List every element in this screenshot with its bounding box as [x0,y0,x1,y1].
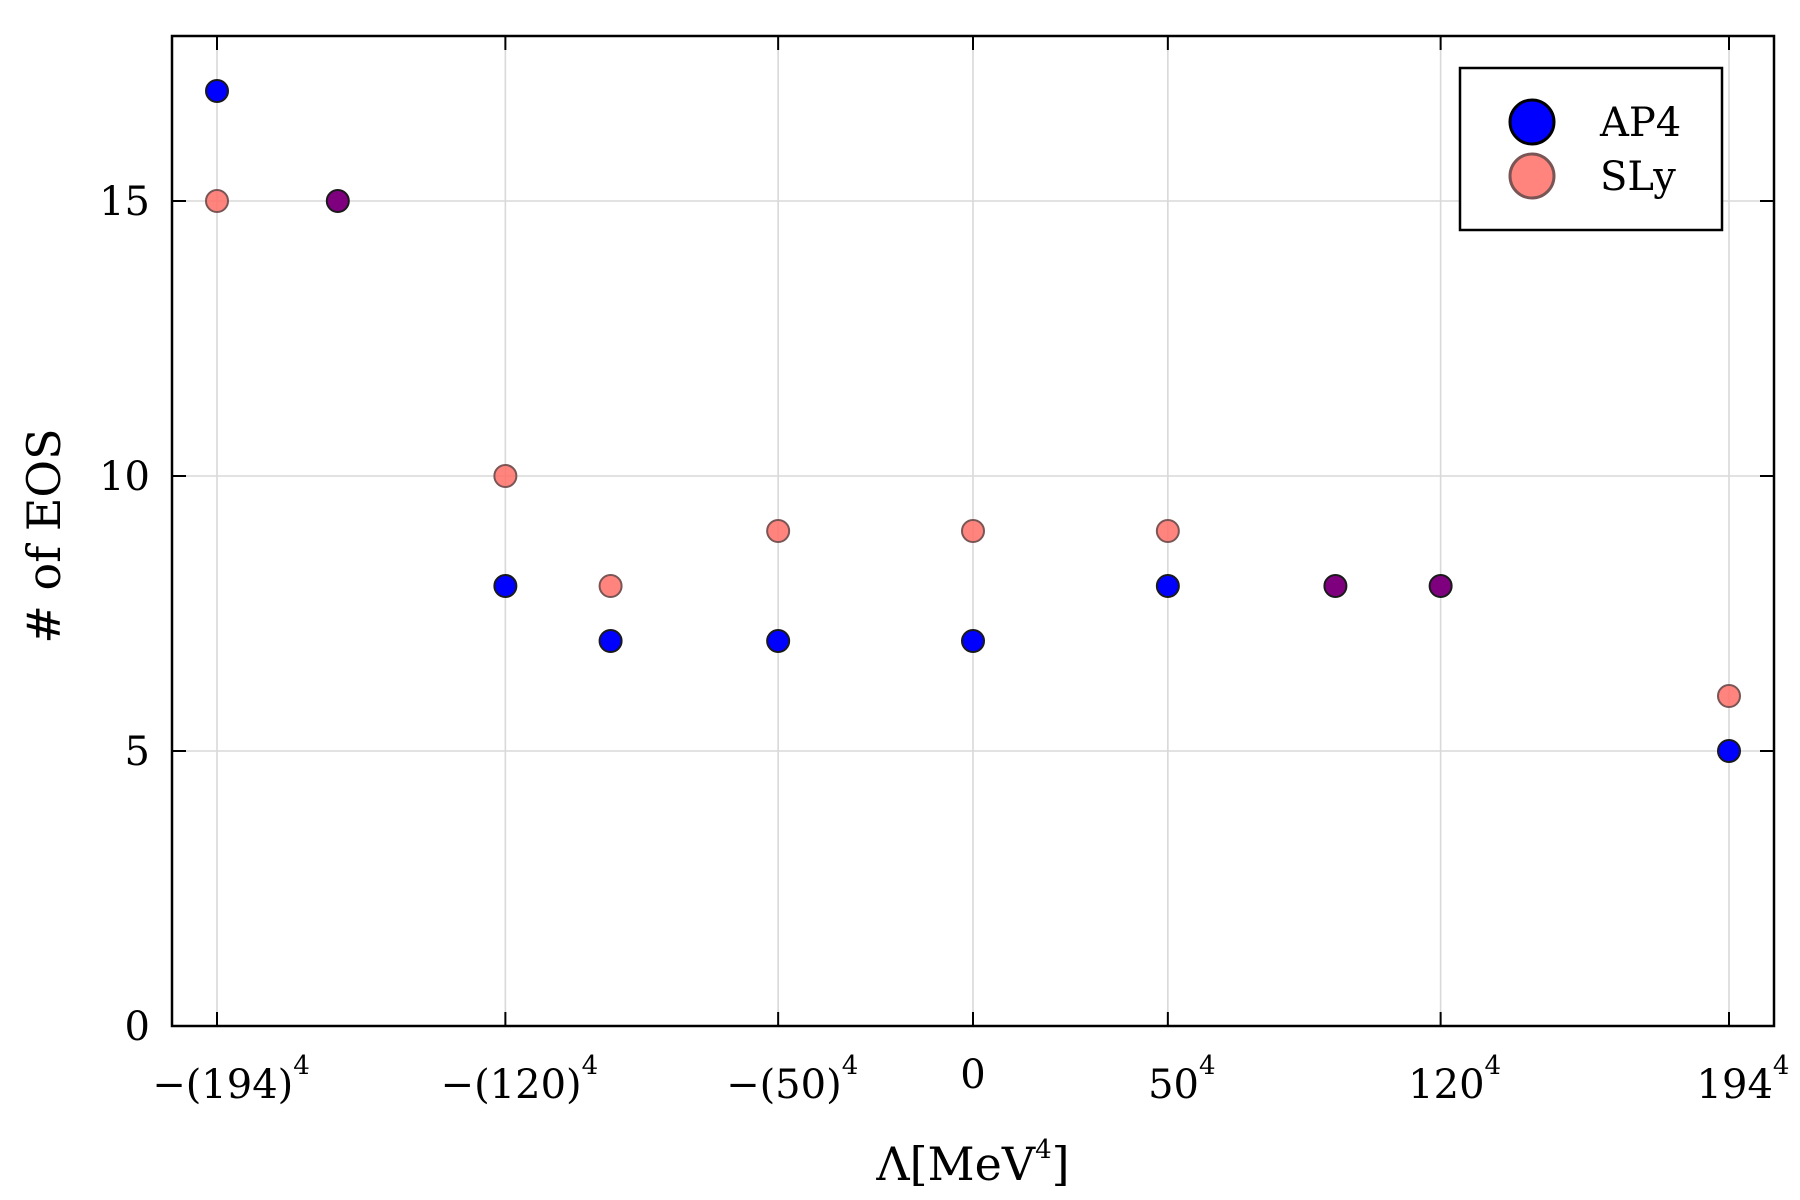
y-tick-label: 0 [125,1004,150,1050]
x-axis-title: Λ[MeV4] [875,1135,1069,1191]
x-tick-label-exponent: 4 [293,1051,310,1081]
x-tick-label: −(50)4 [726,1051,858,1108]
legend-label-sly: SLy [1600,154,1676,200]
sly-point [205,189,229,213]
legend-label-ap4: AP4 [1599,100,1681,146]
sly-point [766,519,791,543]
legend-marker-ap4 [1508,98,1556,146]
x-tick-label-exponent: 4 [1485,1051,1502,1081]
x-tick-label: −(194)4 [152,1051,310,1108]
legend-box [1458,66,1724,232]
overlap-point [1428,574,1453,598]
ap4-point [493,574,518,598]
y-tick-label: 5 [125,729,150,775]
x-tick-label-base: 194 [1697,1062,1773,1108]
x-axis-title-close: ] [1052,1137,1070,1191]
overlap-point [325,189,350,213]
legend: AP4 SLy [1458,66,1724,232]
x-tick-label: 1204 [1408,1051,1501,1108]
x-tick-label-base: 0 [960,1052,985,1098]
x-tick-label-base: 50 [1148,1062,1199,1108]
x-tick-label: −(120)4 [441,1051,599,1108]
x-tick-label-base: 120 [1408,1062,1484,1108]
sly-point [1717,684,1741,708]
x-tick-label-exponent: 4 [1773,1051,1790,1081]
x-tick-label: 0 [960,1052,985,1098]
x-tick-label: 1944 [1697,1051,1790,1108]
ap4-point [766,629,791,653]
ap4-point [598,629,623,653]
x-tick-label: 504 [1148,1051,1215,1108]
y-tick-label: 15 [99,179,150,225]
ap4-point [961,629,985,653]
x-tick-label-exponent: 4 [582,1051,599,1081]
x-tick-label-base: −(194) [152,1062,293,1108]
sly-point [598,574,623,598]
x-tick-label-exponent: 4 [842,1051,859,1081]
sly-point [961,519,985,543]
ap4-point [1155,574,1180,598]
y-tick-label: 10 [99,454,150,500]
ap4-point [205,79,229,103]
data-points [205,79,1741,763]
x-tick-label-exponent: 4 [1199,1051,1216,1081]
sly-point [493,464,518,488]
legend-marker-sly [1508,152,1556,200]
x-axis-title-base: Λ[MeV [875,1137,1035,1191]
x-tick-label-base: −(120) [441,1062,582,1108]
x-axis-title-exponent: 4 [1035,1135,1052,1165]
overlap-point [1323,574,1348,598]
y-axis-title: # of EOS [17,428,71,643]
ap4-point [1717,739,1741,763]
x-tick-label-base: −(50) [726,1062,842,1108]
sly-point [1155,519,1180,543]
